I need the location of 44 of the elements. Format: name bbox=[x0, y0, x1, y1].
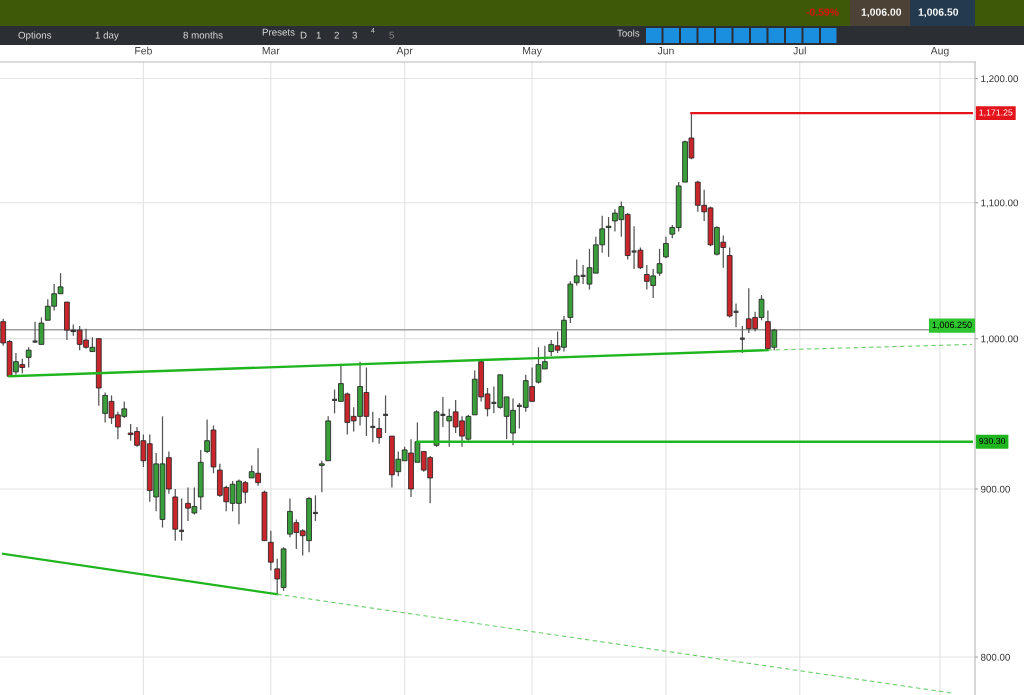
data-label: 1,171.25 bbox=[979, 109, 1013, 117]
x-tick-label: May bbox=[523, 47, 542, 57]
x-tick-label: Mar bbox=[262, 47, 280, 55]
text: 8 months bbox=[183, 31, 223, 39]
y-tick-label: 1,200.00 bbox=[981, 75, 1019, 84]
candlestick bbox=[656, 248, 663, 277]
y-tick-label: 1,100.00 bbox=[981, 199, 1019, 208]
candlestick bbox=[630, 225, 638, 270]
candlestick bbox=[579, 264, 587, 285]
y-tick-label: 1,000.00 bbox=[981, 335, 1019, 344]
text: -0.59% bbox=[806, 8, 839, 16]
text: 5 bbox=[389, 31, 394, 39]
text: 1,006.00 bbox=[861, 8, 902, 18]
x-tick-label: Jun bbox=[657, 47, 674, 55]
candlestick bbox=[38, 316, 45, 346]
text: 1 bbox=[316, 31, 321, 39]
y-tick-label: 900.00 bbox=[981, 485, 1010, 493]
text: 2 bbox=[334, 31, 339, 39]
x-tick-label: Jul bbox=[793, 46, 806, 55]
text: 1,006.50 bbox=[918, 8, 959, 18]
text: 1 day bbox=[95, 31, 119, 41]
candlestick bbox=[369, 411, 377, 443]
candlestick bbox=[605, 216, 612, 258]
text: Options bbox=[18, 31, 52, 41]
y-tick-label: 800.00 bbox=[980, 653, 1010, 661]
candlestick bbox=[637, 246, 644, 270]
candlestick bbox=[25, 346, 32, 369]
text: D bbox=[300, 31, 307, 39]
candlestick bbox=[573, 258, 580, 287]
candlestick bbox=[515, 402, 523, 430]
x-tick-label: Aug bbox=[930, 47, 949, 57]
text: Presets bbox=[262, 28, 295, 36]
data-label: 930.30 bbox=[979, 437, 1006, 445]
candlestick bbox=[267, 530, 274, 572]
x-tick-label: Apr bbox=[396, 47, 413, 57]
candlestick bbox=[490, 385, 498, 414]
ref-line-label: 1,006.250 bbox=[932, 321, 972, 330]
x-tick-label: Feb bbox=[135, 46, 152, 55]
candlestick bbox=[376, 417, 383, 445]
candlestick bbox=[318, 460, 325, 493]
text: 3 bbox=[352, 31, 357, 39]
candlestick bbox=[439, 396, 447, 428]
candlestick bbox=[178, 497, 186, 542]
text: Tools bbox=[617, 29, 640, 37]
